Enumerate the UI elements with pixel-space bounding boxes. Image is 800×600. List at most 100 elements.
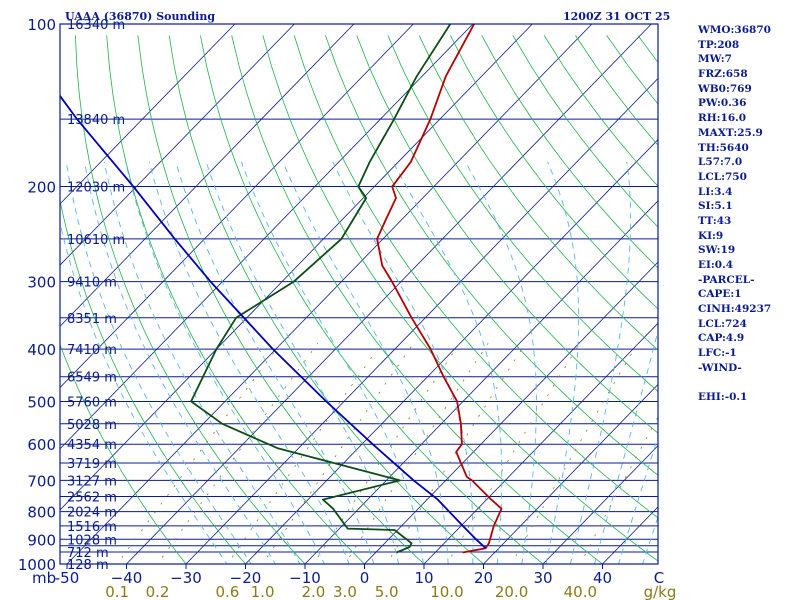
height-label: 7410 m — [67, 343, 117, 358]
moist-adiabat-line — [175, 161, 375, 564]
sounding-index-item: LFC:-1 — [698, 347, 737, 360]
chart-grid — [60, 24, 658, 564]
moist-adiabat-line — [545, 161, 580, 564]
sounding-index-item: RH:16.0 — [698, 112, 747, 125]
height-label: 12030 m — [67, 181, 125, 196]
moist-adiabat-line — [332, 161, 474, 564]
temperature-tick-label: 40 — [593, 569, 612, 587]
isotherm-line — [304, 200, 658, 564]
dry-adiabat-line — [168, 35, 485, 564]
height-label: 2562 m — [67, 491, 117, 506]
isotherm-line — [60, 24, 236, 205]
sounding-index-item: MAXT:25.9 — [698, 126, 763, 139]
moist-adiabat-line — [618, 435, 658, 564]
isotherm-line — [542, 445, 658, 564]
station-title: UAAA (36870) Sounding — [65, 10, 215, 23]
mixing-ratio-label: 10.0 — [430, 583, 463, 600]
height-label: 10610 m — [67, 233, 125, 248]
sounding-index-item: -WIND- — [698, 361, 742, 374]
sounding-index-item: PW:0.36 — [698, 97, 747, 110]
isotherm-line — [60, 24, 295, 266]
height-label: 8351 m — [67, 312, 117, 327]
moist-adiabat-line — [148, 161, 350, 564]
pressure-label: 300 — [27, 274, 56, 292]
y-axis-unit: mb — [32, 569, 56, 587]
sounding-index-item: WMO:36870 — [698, 24, 771, 36]
sounding-index-item: KI:9 — [698, 229, 724, 242]
temperature-tick-label: 30 — [533, 569, 552, 587]
height-label: 712 m — [67, 546, 109, 561]
temperature-tick-label: −20 — [230, 569, 262, 587]
pressure-label: 200 — [27, 179, 56, 197]
pressure-label: 700 — [27, 472, 56, 490]
sounding-indices-list: WMO:36870 TP:208 MW:7 FRZ:658 WB0:769 PW:0.36… — [698, 23, 798, 405]
temperature-tick-label: 20 — [474, 569, 493, 587]
height-label: 128 m — [67, 558, 109, 573]
dry-adiabat-line — [387, 35, 658, 392]
mixing-ratio-label: 5.0 — [375, 583, 399, 600]
sounding-index-item: FRZ:658 — [698, 68, 748, 81]
sounding-index-item: TT:43 — [698, 214, 732, 227]
moist-adiabat-line — [240, 161, 424, 564]
isotherm-line — [60, 24, 355, 327]
temperature-tick-label: 10 — [414, 569, 433, 587]
moist-adiabat-line — [465, 161, 537, 564]
isotherm-line — [60, 24, 474, 450]
sounding-index-item: -PARCEL- — [698, 273, 755, 286]
height-label: 9410 m — [67, 276, 117, 291]
height-label: 1516 m — [67, 520, 117, 535]
moist-adiabat-line — [642, 515, 658, 564]
sounding-index-item: L57:7.0 — [698, 156, 743, 169]
sounding-index-item: CAP:4.9 — [698, 332, 745, 345]
isotherm-line — [423, 322, 658, 564]
sounding-index-item: EI:0.4 — [698, 259, 734, 271]
pressure-label: 500 — [27, 393, 56, 411]
mixing-ratio-label: 1.0 — [251, 583, 275, 600]
height-label: 4354 m — [67, 438, 117, 453]
dry-adiabat-line — [137, 35, 425, 564]
sounding-index-item: WB0:769 — [698, 82, 752, 95]
dry-adiabat-line — [356, 35, 658, 434]
temperature-tick-label: −40 — [111, 569, 143, 587]
sounding-index-item — [698, 376, 798, 391]
mixing-ratio-label: 3.0 — [333, 583, 357, 600]
sounding-index-item: LI:3.4 — [698, 185, 733, 198]
isotherm-line — [483, 383, 658, 564]
height-label: 5760 m — [67, 395, 117, 410]
sounding-index-item: CINH:49237 — [698, 303, 772, 316]
mixing-ratio-line — [446, 342, 581, 564]
height-label: 1028 m — [67, 533, 117, 548]
pressure-label: 800 — [27, 504, 56, 522]
dry-adiabat-line — [325, 35, 658, 476]
moist-adiabat-line — [392, 161, 503, 564]
dry-adiabat-line — [262, 35, 658, 562]
isotherm-line — [185, 77, 658, 564]
parcel-trace — [60, 94, 487, 549]
temperature-trace — [376, 24, 503, 554]
mixing-ratio-line — [262, 342, 414, 564]
moist-adiabat-line — [103, 161, 301, 564]
height-label: 2024 m — [67, 506, 117, 521]
sounding-index-item: SW:19 — [698, 244, 736, 257]
moist-adiabat-line — [282, 161, 449, 564]
temperature-tick-label: -50 — [55, 569, 80, 587]
sounding-index-item: LCL:724 — [698, 317, 747, 330]
temperature-tick-label: −30 — [170, 569, 202, 587]
dry-adiabat-line — [75, 35, 306, 564]
isotherm-line — [126, 24, 652, 564]
pressure-label: 400 — [27, 341, 56, 359]
sounding-index-item: EHI:-0.1 — [698, 391, 748, 404]
dry-adiabat-line — [200, 35, 544, 564]
chart-series — [60, 24, 503, 554]
mixing-ratio-label: 0.2 — [146, 583, 170, 600]
dewpoint-trace — [190, 24, 452, 554]
dry-adiabat-line — [450, 35, 658, 310]
x-axis-unit: C — [654, 569, 664, 587]
mixing-ratio-line — [156, 342, 319, 564]
mixing-ratio-unit: g/kg — [644, 583, 677, 600]
sounding-index-item: TP:208 — [698, 38, 740, 51]
height-label: 13840 m — [67, 113, 125, 128]
dry-adiabat-line — [106, 35, 366, 564]
moist-adiabat-line — [84, 161, 276, 564]
